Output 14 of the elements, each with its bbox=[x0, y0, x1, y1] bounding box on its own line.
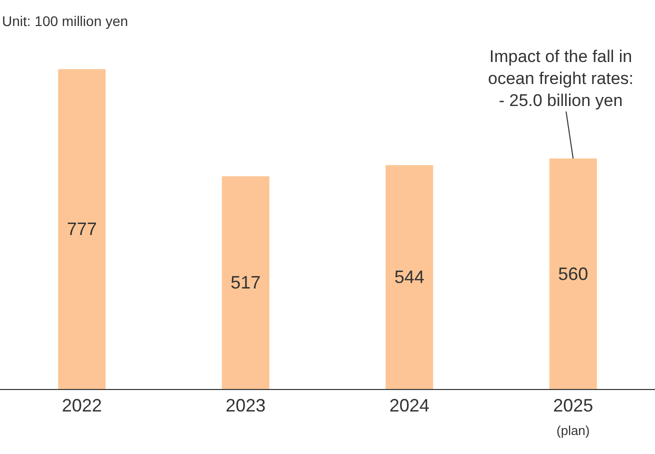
data-label: 517 bbox=[230, 272, 261, 293]
bar bbox=[58, 69, 106, 389]
x-tick-label: 2023 bbox=[226, 396, 266, 416]
x-tick-label: 2024 bbox=[389, 396, 430, 416]
bar bbox=[549, 158, 597, 389]
bar bbox=[386, 165, 434, 389]
bar bbox=[222, 176, 270, 389]
text: Unit: 100 million yen bbox=[2, 13, 128, 29]
x-tick-label: 2022 bbox=[62, 396, 102, 416]
annotation: Impact of the fall in ocean freight rates: - 25.0 billion yen bbox=[488, 47, 634, 110]
data-label: 544 bbox=[394, 267, 424, 288]
data-label: 777 bbox=[66, 219, 97, 240]
data-label: 560 bbox=[558, 264, 588, 284]
x-tick-label: 2025 (plan) bbox=[553, 396, 594, 438]
